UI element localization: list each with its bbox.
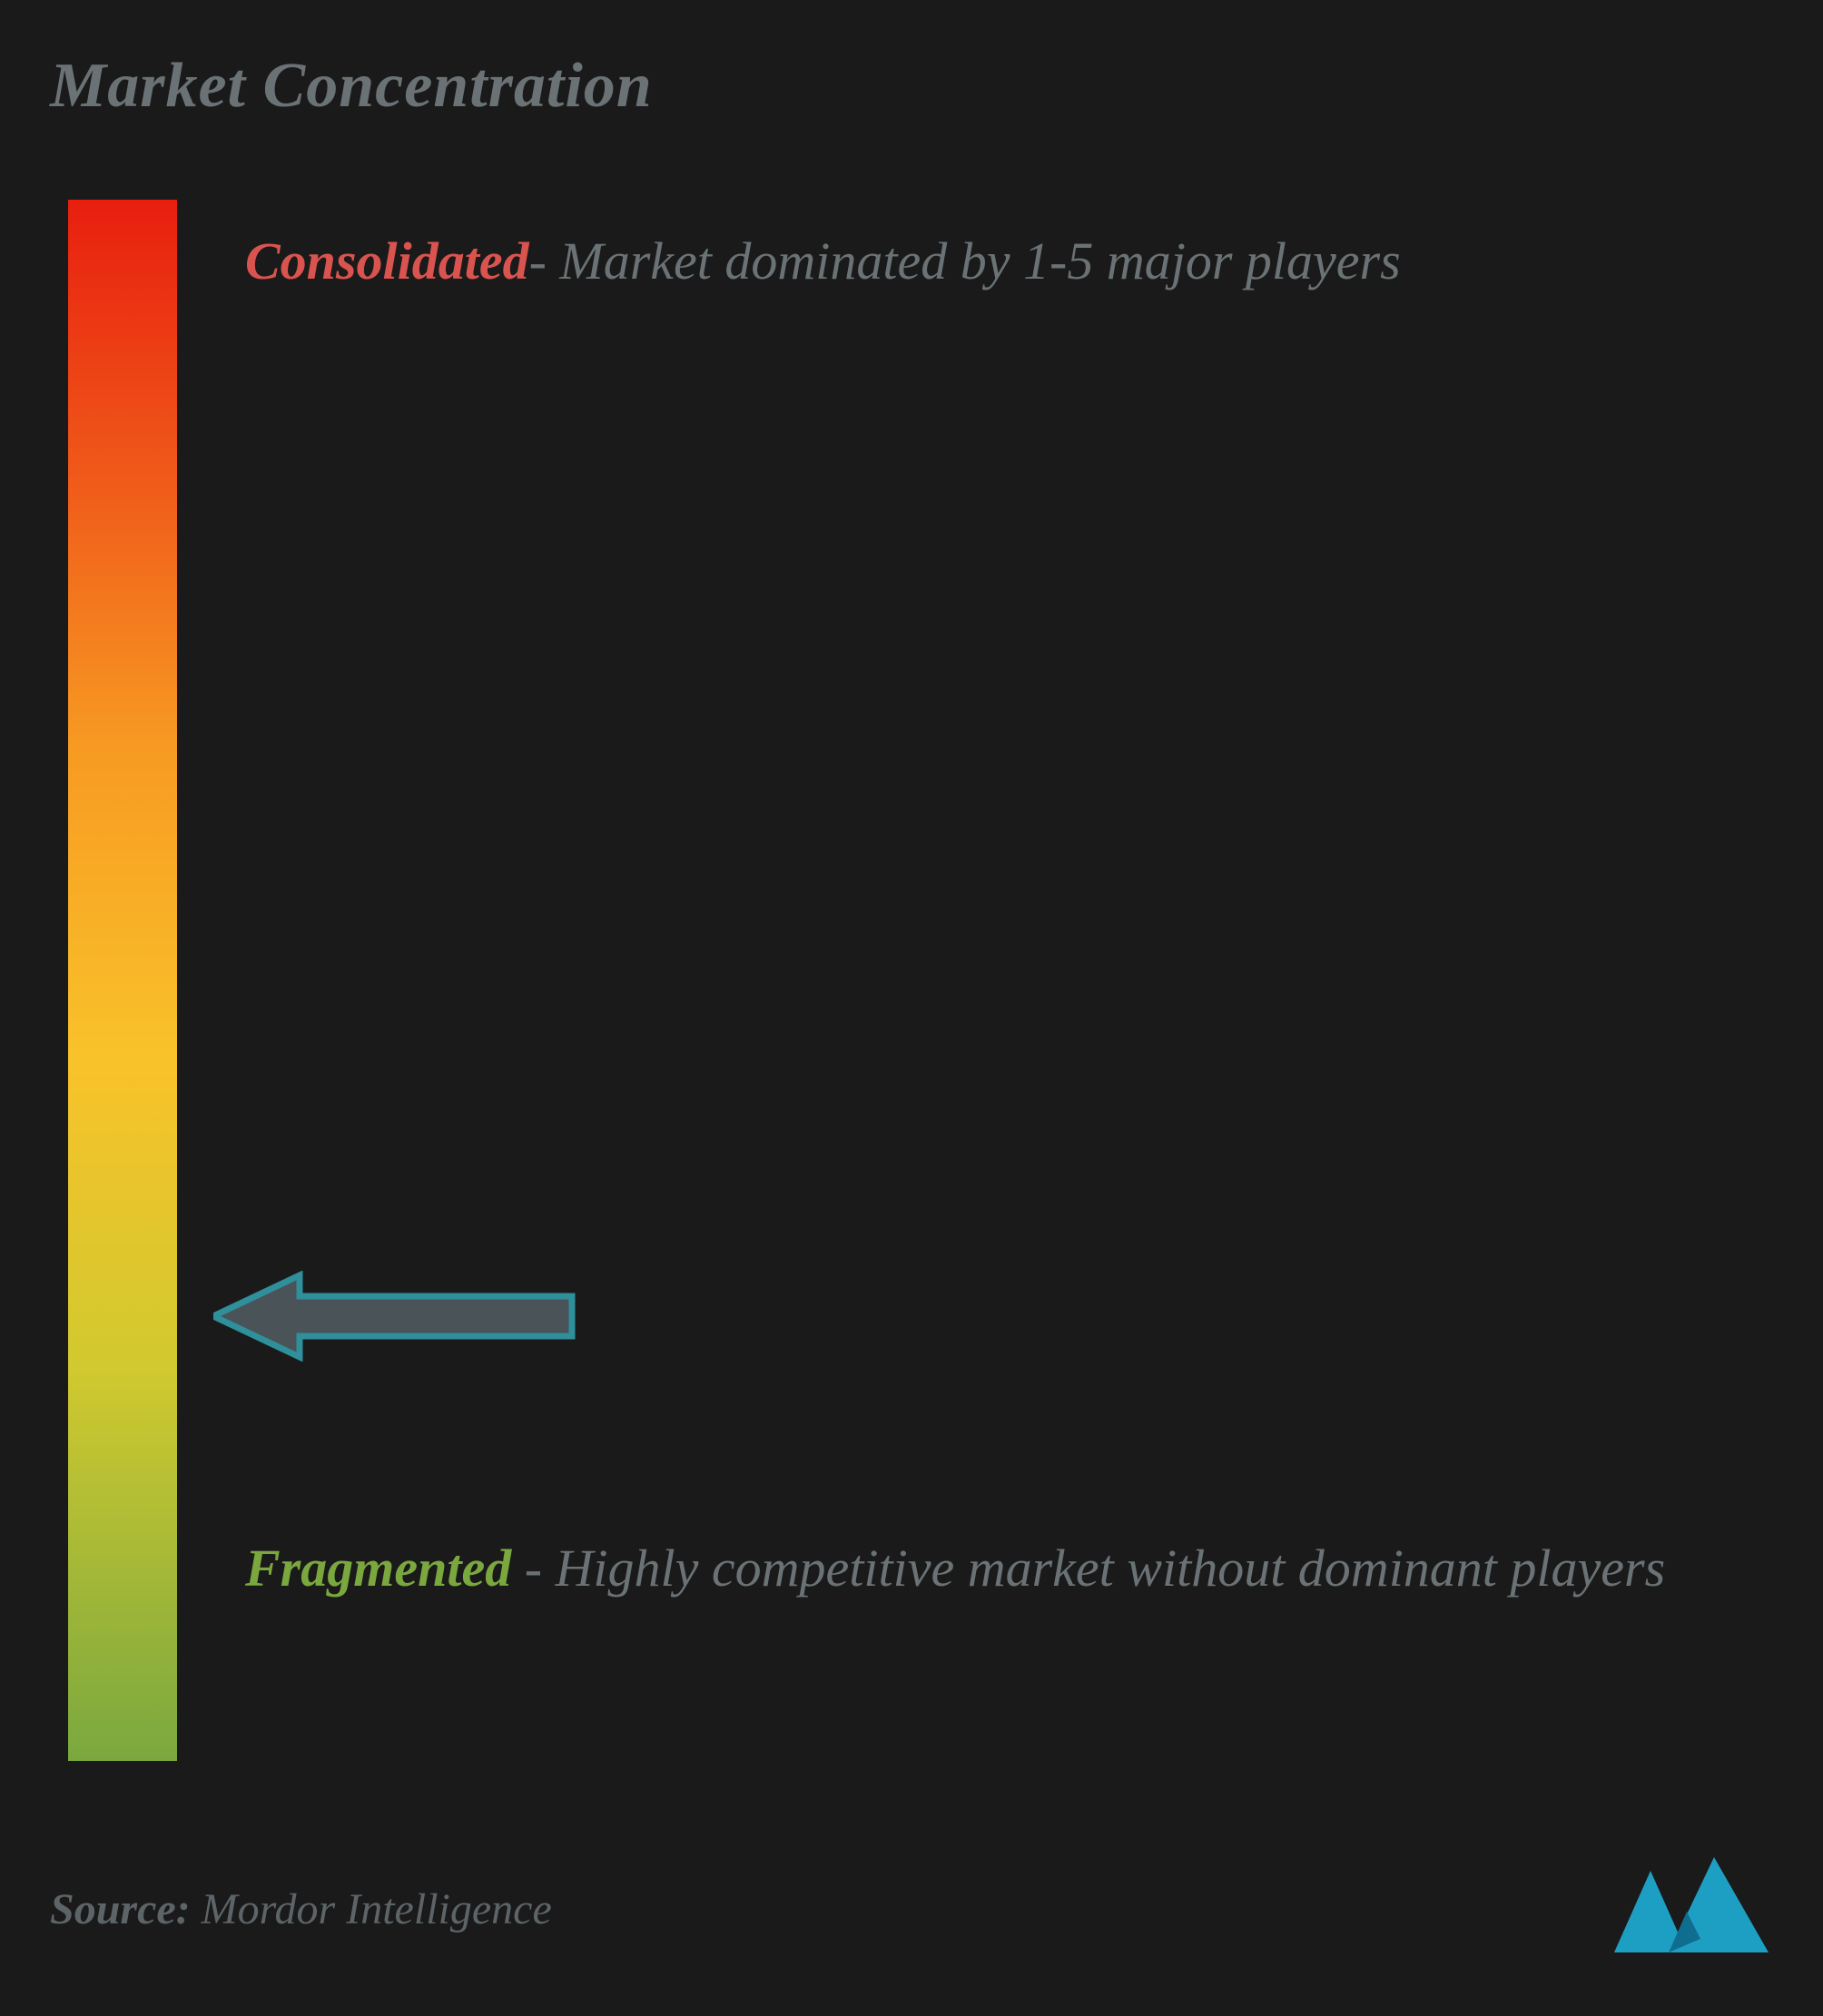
- fragmented-label: Fragmented: [245, 1539, 511, 1598]
- source-label: Source:: [50, 1885, 191, 1933]
- consolidated-label: Consolidated: [245, 231, 529, 290]
- fragmented-description: - Highly competitive market without domi…: [511, 1539, 1665, 1598]
- source-line: Source: Mordor Intelligence: [50, 1884, 552, 1934]
- indicator-arrow: [213, 1271, 576, 1362]
- gradient-bar-svg: [68, 200, 177, 1761]
- consolidated-description: - Market dominated by 1-5 major players: [529, 231, 1401, 290]
- brand-logo: [1610, 1853, 1773, 1962]
- consolidated-text: Consolidated- Market dominated by 1-5 ma…: [245, 218, 1750, 305]
- arrow-svg: [213, 1271, 576, 1362]
- logo-svg: [1610, 1853, 1773, 1962]
- infographic-page: Market Concentration Consolidated- Marke…: [0, 0, 1823, 2016]
- fragmented-text: Fragmented - Highly competitive market w…: [245, 1525, 1750, 1612]
- source-value: Mordor Intelligence: [202, 1885, 552, 1933]
- page-title: Market Concentration: [50, 50, 653, 123]
- concentration-gradient-bar: [68, 200, 177, 1761]
